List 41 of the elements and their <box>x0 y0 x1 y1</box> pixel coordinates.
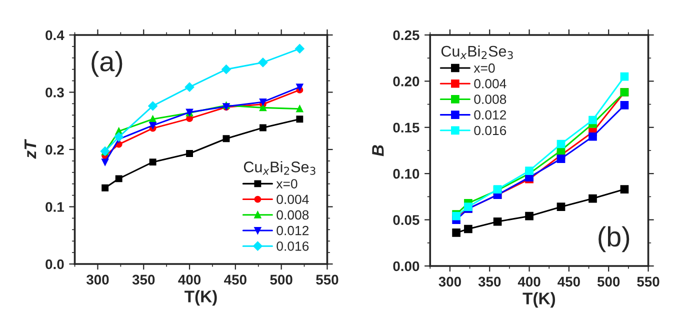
y-axis-title: B <box>372 145 384 156</box>
y-tick-label: 0.10 <box>393 168 420 179</box>
y-tick-label: 0.4 <box>46 30 64 40</box>
legend-label: 0.016 <box>474 126 506 136</box>
y-axis-title: zT <box>24 139 36 159</box>
legend-label: 0.004 <box>474 79 506 88</box>
x-tick-label: 300 <box>86 274 109 285</box>
x-axis-title: T(K) <box>184 290 217 306</box>
x-tick-label: 550 <box>316 274 338 285</box>
x-tick-label: 500 <box>597 276 620 287</box>
legend-label: x=0 <box>276 179 298 188</box>
x-tick-label: 550 <box>637 276 660 287</box>
y-tick-label: 0.2 <box>46 144 64 155</box>
legend-title: Cu$_{x}$Bi$_{2}$Se$_{3}$ <box>244 161 316 175</box>
annotation: (a) <box>92 51 122 77</box>
y-tick-label: 0.00 <box>393 261 420 272</box>
x-tick-label: 300 <box>438 276 461 287</box>
y-tick-label: 0.05 <box>393 215 420 225</box>
legend-label: x=0 <box>474 63 495 73</box>
legend-label: 0.004 <box>276 194 309 204</box>
legend-label: 0.012 <box>474 110 506 120</box>
y-tick-label: 0.20 <box>393 76 420 86</box>
legend-label: 0.012 <box>276 226 309 236</box>
x-tick-label: 350 <box>132 274 155 285</box>
legend-title: Cu$_{x}$Bi$_{2}$Se$_{3}$ <box>441 45 513 60</box>
legend-label: 0.008 <box>276 210 309 220</box>
y-tick-label: 0.1 <box>46 202 64 212</box>
x-axis-title: T(K) <box>522 292 556 308</box>
x-tick-label: 350 <box>478 276 501 287</box>
x-tick-label: 500 <box>270 274 292 285</box>
legend-label: 0.016 <box>276 241 309 251</box>
x-tick-label: 450 <box>224 274 246 285</box>
legend-label: 0.008 <box>474 94 506 104</box>
y-tick-label: 0.15 <box>393 122 420 133</box>
y-tick-label: 0.25 <box>393 30 420 40</box>
x-tick-label: 400 <box>178 274 201 285</box>
x-tick-label: 400 <box>518 276 540 287</box>
y-tick-label: 0.3 <box>46 88 64 98</box>
annotation: (b) <box>598 226 630 252</box>
y-tick-label: 0.0 <box>46 259 64 270</box>
x-tick-label: 450 <box>558 276 580 287</box>
